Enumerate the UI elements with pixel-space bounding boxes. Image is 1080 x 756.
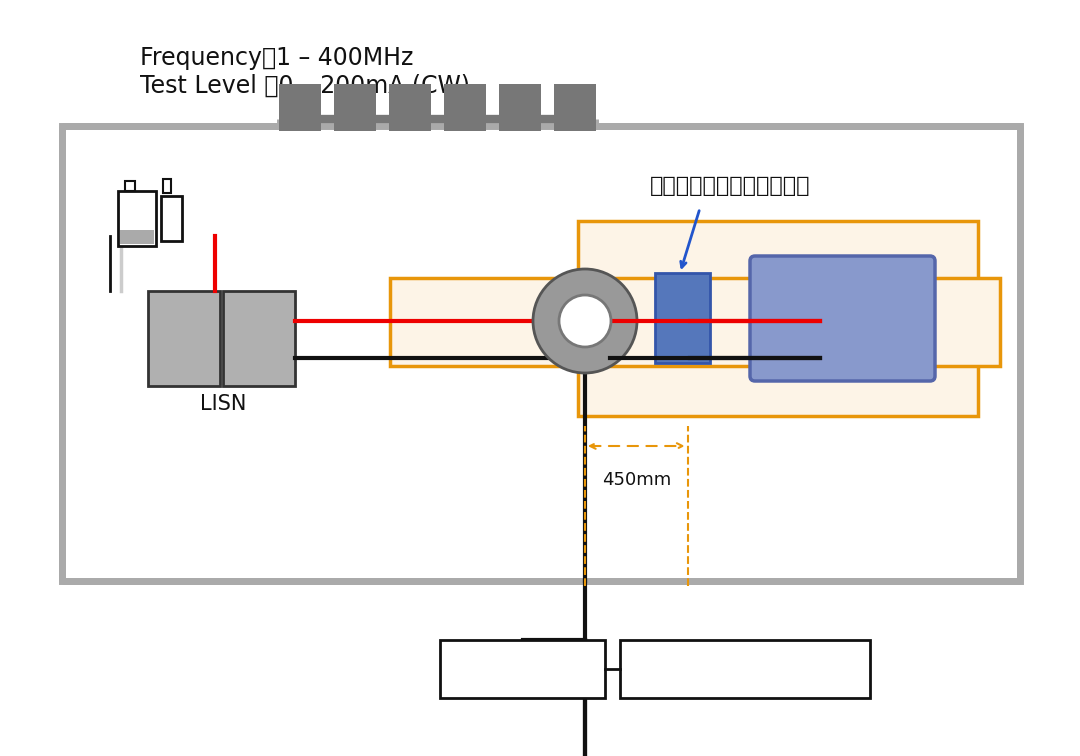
FancyBboxPatch shape (578, 221, 978, 416)
Text: Test Level ：0 – 200mA (CW): Test Level ：0 – 200mA (CW) (140, 74, 470, 98)
FancyBboxPatch shape (389, 84, 431, 131)
FancyBboxPatch shape (163, 179, 171, 193)
FancyBboxPatch shape (750, 256, 935, 381)
FancyBboxPatch shape (222, 291, 295, 386)
Circle shape (534, 269, 637, 373)
FancyBboxPatch shape (148, 291, 220, 386)
Text: Frequency：1 – 400MHz: Frequency：1 – 400MHz (140, 46, 414, 70)
FancyBboxPatch shape (390, 278, 1000, 366)
Text: EUT: EUT (815, 305, 869, 333)
FancyBboxPatch shape (499, 84, 541, 131)
FancyBboxPatch shape (161, 196, 181, 241)
Text: 安装了共模拼流线圈的基板: 安装了共模拼流线圈的基板 (650, 176, 810, 196)
Text: 450mm: 450mm (602, 471, 671, 489)
Text: Signal Generator: Signal Generator (657, 659, 834, 679)
FancyBboxPatch shape (654, 273, 710, 363)
FancyBboxPatch shape (118, 191, 156, 246)
FancyBboxPatch shape (620, 640, 870, 698)
FancyBboxPatch shape (440, 640, 605, 698)
FancyBboxPatch shape (554, 84, 596, 131)
FancyBboxPatch shape (120, 230, 154, 244)
Circle shape (559, 295, 611, 347)
Text: amplifier: amplifier (476, 659, 569, 679)
FancyBboxPatch shape (444, 84, 486, 131)
Text: LISN: LISN (200, 394, 246, 414)
FancyBboxPatch shape (125, 181, 135, 191)
FancyBboxPatch shape (334, 84, 376, 131)
FancyBboxPatch shape (279, 84, 321, 131)
